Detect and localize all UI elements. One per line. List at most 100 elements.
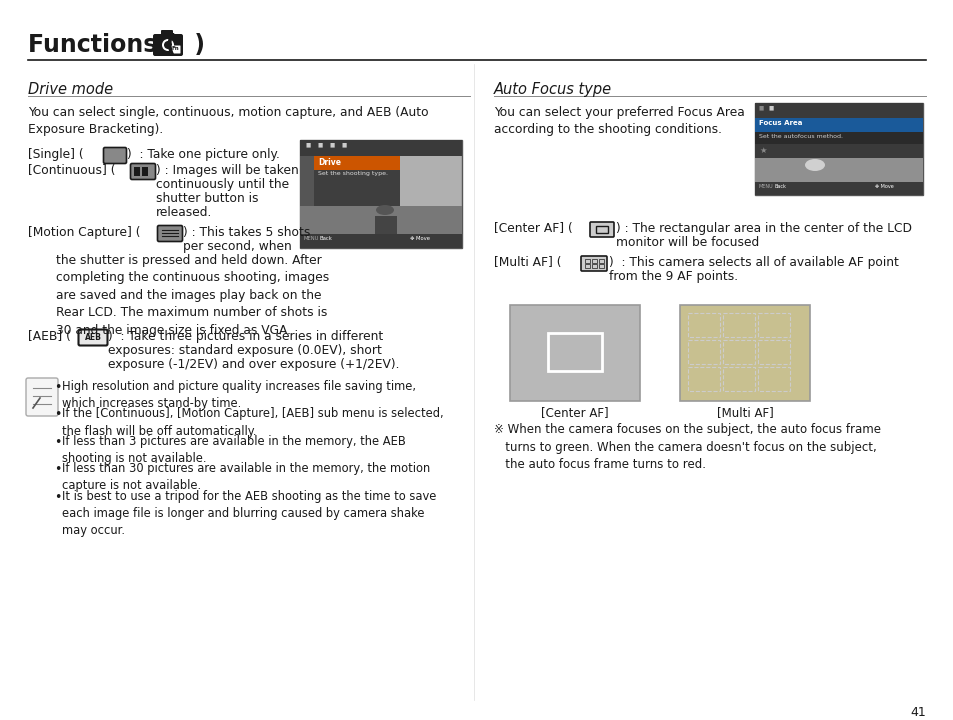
Bar bbox=[596, 226, 607, 233]
Text: continuously until the: continuously until the bbox=[156, 178, 289, 191]
Text: Back: Back bbox=[319, 236, 333, 241]
Bar bbox=[754, 132, 923, 144]
Text: •: • bbox=[54, 436, 61, 449]
Text: Focus Area: Focus Area bbox=[759, 120, 801, 126]
FancyBboxPatch shape bbox=[157, 225, 182, 241]
Text: It is best to use a tripod for the AEB shooting as the time to save
each image f: It is best to use a tripod for the AEB s… bbox=[62, 490, 436, 537]
Text: exposures: standard exposure (0.0EV), short: exposures: standard exposure (0.0EV), sh… bbox=[108, 344, 381, 357]
Text: You can select single, continuous, motion capture, and AEB (Auto
Exposure Bracke: You can select single, continuous, motio… bbox=[28, 106, 428, 137]
FancyBboxPatch shape bbox=[171, 45, 180, 53]
Bar bbox=[299, 140, 461, 156]
Text: If less than 30 pictures are available in the memory, the motion
capture is not : If less than 30 pictures are available i… bbox=[62, 462, 430, 492]
Text: Set the autofocus method.: Set the autofocus method. bbox=[759, 134, 842, 139]
Text: from the 9 AF points.: from the 9 AF points. bbox=[608, 270, 738, 283]
Text: AEB: AEB bbox=[85, 333, 101, 341]
Text: MENU: MENU bbox=[304, 236, 319, 241]
Bar bbox=[758, 367, 789, 391]
Bar bbox=[299, 140, 461, 248]
Text: [Single] (: [Single] ( bbox=[28, 148, 84, 161]
Text: [Multi AF] (: [Multi AF] ( bbox=[494, 256, 561, 269]
Text: •: • bbox=[54, 408, 61, 421]
Ellipse shape bbox=[375, 205, 394, 215]
Bar bbox=[584, 264, 589, 268]
Text: [AEB] (: [AEB] ( bbox=[28, 330, 71, 343]
Circle shape bbox=[162, 39, 173, 51]
Text: ■: ■ bbox=[759, 105, 763, 110]
Bar bbox=[754, 158, 923, 182]
Bar bbox=[687, 340, 720, 364]
Bar bbox=[598, 264, 603, 268]
Bar bbox=[584, 259, 589, 263]
Bar bbox=[722, 313, 754, 337]
Text: per second, when: per second, when bbox=[183, 240, 292, 253]
FancyBboxPatch shape bbox=[152, 34, 183, 56]
Bar bbox=[592, 259, 597, 263]
Text: If the [Continuous], [Motion Capture], [AEB] sub menu is selected,
the flash wil: If the [Continuous], [Motion Capture], [… bbox=[62, 408, 443, 438]
Bar bbox=[679, 305, 809, 401]
Text: )  : Take one picture only.: ) : Take one picture only. bbox=[127, 148, 279, 161]
Text: ) : This takes 5 shots: ) : This takes 5 shots bbox=[183, 226, 310, 239]
Text: ■: ■ bbox=[330, 142, 335, 147]
Bar bbox=[375, 216, 396, 234]
Bar bbox=[754, 182, 923, 195]
Bar bbox=[299, 234, 461, 248]
Text: ■: ■ bbox=[341, 142, 347, 147]
FancyBboxPatch shape bbox=[26, 378, 58, 416]
Bar bbox=[598, 259, 603, 263]
Bar bbox=[754, 144, 923, 158]
Bar bbox=[547, 333, 601, 371]
Text: [Center AF] (: [Center AF] ( bbox=[494, 222, 572, 235]
Text: ■: ■ bbox=[306, 142, 311, 147]
Text: Set the shooting type.: Set the shooting type. bbox=[317, 171, 388, 176]
FancyBboxPatch shape bbox=[78, 330, 108, 346]
Bar bbox=[758, 313, 789, 337]
Text: Fn: Fn bbox=[172, 46, 179, 51]
Text: ✥ Move: ✥ Move bbox=[410, 236, 430, 241]
Text: •: • bbox=[54, 490, 61, 503]
Bar bbox=[510, 305, 639, 401]
Text: ) : The rectangular area in the center of the LCD: ) : The rectangular area in the center o… bbox=[616, 222, 911, 235]
Text: MENU: MENU bbox=[759, 184, 773, 189]
Bar bbox=[314, 156, 399, 170]
Bar bbox=[299, 206, 461, 234]
Bar bbox=[758, 340, 789, 364]
Text: Auto Focus type: Auto Focus type bbox=[494, 82, 612, 97]
Text: released.: released. bbox=[156, 206, 213, 219]
Text: •: • bbox=[54, 381, 61, 394]
Text: Back: Back bbox=[774, 184, 786, 189]
Circle shape bbox=[164, 41, 172, 49]
Ellipse shape bbox=[804, 159, 824, 171]
Text: ) : Images will be taken: ) : Images will be taken bbox=[156, 164, 298, 177]
Text: You can select your preferred Focus Area
according to the shooting conditions.: You can select your preferred Focus Area… bbox=[494, 106, 744, 137]
Text: [Center AF]: [Center AF] bbox=[540, 406, 608, 419]
Text: [Motion Capture] (: [Motion Capture] ( bbox=[28, 226, 140, 239]
Bar bbox=[722, 367, 754, 391]
Text: Drive mode: Drive mode bbox=[28, 82, 113, 97]
Text: ★: ★ bbox=[759, 146, 765, 155]
Bar bbox=[299, 156, 314, 206]
Bar bbox=[687, 367, 720, 391]
Text: )  : Take three pictures in a series in different: ) : Take three pictures in a series in d… bbox=[108, 330, 383, 343]
Bar bbox=[133, 167, 140, 176]
Text: monitor will be focused: monitor will be focused bbox=[616, 236, 759, 249]
Text: ✥ Move: ✥ Move bbox=[874, 184, 893, 189]
Text: •: • bbox=[54, 463, 61, 476]
FancyBboxPatch shape bbox=[589, 222, 614, 237]
Bar bbox=[754, 103, 923, 195]
Text: the shutter is pressed and held down. After
completing the continuous shooting, : the shutter is pressed and held down. Af… bbox=[56, 254, 329, 337]
FancyBboxPatch shape bbox=[131, 163, 155, 179]
Text: Functions (: Functions ( bbox=[28, 33, 185, 57]
Text: [Continuous] (: [Continuous] ( bbox=[28, 164, 115, 177]
Text: [Multi AF]: [Multi AF] bbox=[716, 406, 773, 419]
Bar bbox=[754, 103, 923, 118]
Bar bbox=[722, 340, 754, 364]
Text: ※ When the camera focuses on the subject, the auto focus frame
   turns to green: ※ When the camera focuses on the subject… bbox=[494, 423, 880, 471]
Text: ): ) bbox=[186, 33, 205, 57]
FancyBboxPatch shape bbox=[161, 30, 172, 38]
FancyBboxPatch shape bbox=[580, 256, 606, 271]
Text: High resolution and picture quality increases file saving time,
which increases : High resolution and picture quality incr… bbox=[62, 380, 416, 410]
Text: If less than 3 pictures are available in the memory, the AEB
shooting is not ava: If less than 3 pictures are available in… bbox=[62, 435, 405, 465]
Bar bbox=[754, 118, 923, 132]
Bar bbox=[687, 313, 720, 337]
Bar bbox=[299, 156, 399, 206]
